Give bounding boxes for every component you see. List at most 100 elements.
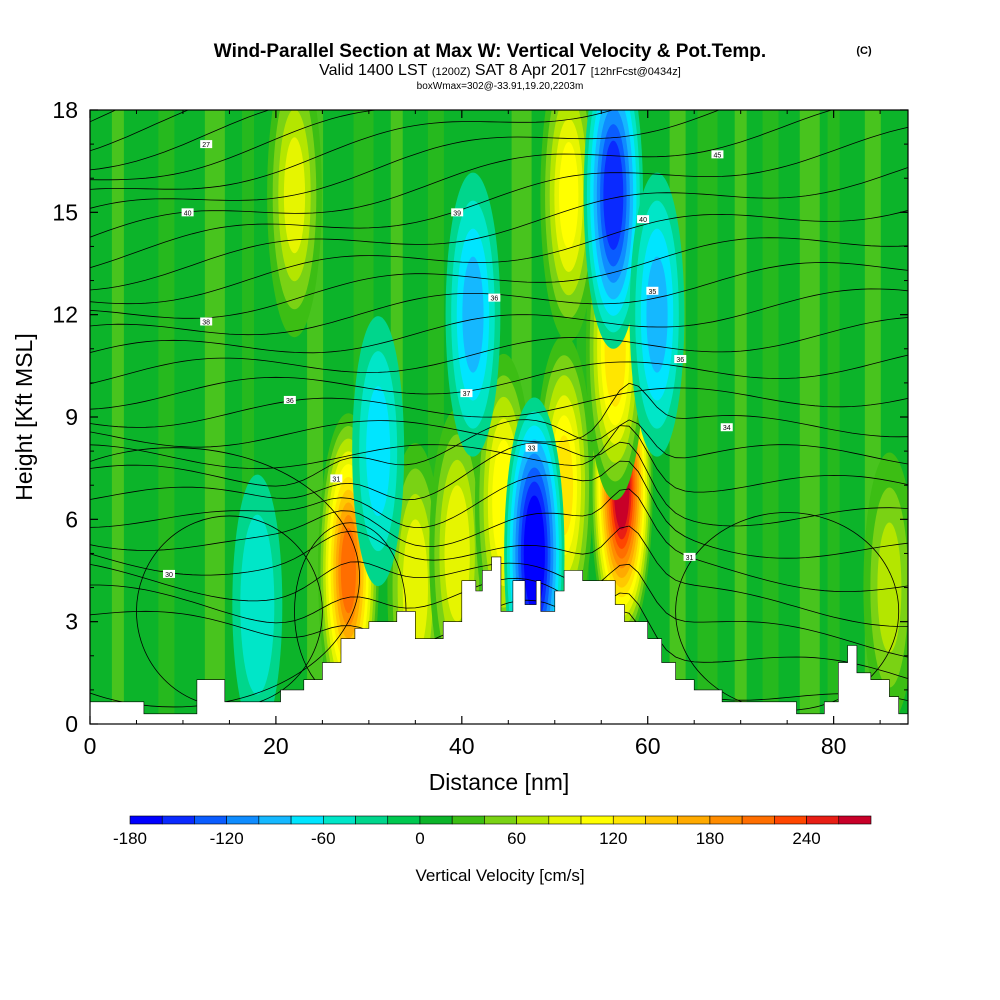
colorbar-swatch [419,815,453,825]
theta-label: 45 [714,152,722,159]
y-tick-label: 12 [52,302,78,328]
theta-label: 30 [165,572,173,579]
theta-label-box [488,293,501,302]
colorbar-tick-label: 60 [507,829,526,848]
theta-label: 36 [286,398,294,405]
vertical-streak [111,110,124,724]
theta-label-box [674,355,687,364]
theta-contour [90,460,908,559]
theta-label: 31 [686,555,694,562]
terrain [90,556,908,724]
x-tick-label: 40 [449,733,475,759]
theta-contour [90,237,908,319]
downdraft-cell [462,256,484,373]
updraft-cell [340,527,356,614]
colorbar-swatch [226,815,260,825]
colorbar-swatch [516,815,550,825]
x-tick-label: 60 [635,733,661,759]
colorbar-swatch [451,815,485,825]
theta-label-box [181,208,194,217]
vertical-streak [158,110,175,724]
y-tick-label: 18 [52,97,78,123]
chart-subtitle: Valid 1400 LST (1200Z) SAT 8 Apr 2017 [1… [319,62,681,79]
theta-contour-labels: 27 40 39 40 45 38 36 35 36 37 36 34 31 33 31 30 [163,140,733,579]
downdraft-cell [366,386,391,517]
colorbar-swatch [161,815,195,825]
theta-contour [90,387,908,428]
colorbar-swatch [806,815,840,825]
theta-contour [90,317,908,385]
colorbar-swatch [323,815,356,825]
colorbar-tick-label: 0 [415,829,424,848]
vertical-streak [734,110,747,724]
colorbar-tick-label: 120 [599,829,627,848]
theta-contour [90,419,908,493]
vertical-streak [827,110,840,724]
downdraft-cell [646,256,668,373]
colorbar-swatch [645,815,678,825]
theta-contour [90,126,908,269]
colorbar-swatch [290,815,324,825]
x-axis-label: Distance [nm] [429,769,570,795]
theta-contour [90,210,908,305]
theta-label: 38 [202,319,210,326]
colorbar-swatch [548,815,582,825]
vertical-streak [762,110,779,724]
theta-label: 31 [332,476,340,483]
x-tick-label: 80 [821,733,847,759]
vertical-streak [697,110,718,724]
theta-label: 34 [723,425,731,432]
colorbar-tick-label: -60 [311,829,336,848]
y-tick-label: 6 [65,506,78,532]
theta-label: 37 [463,391,471,398]
y-tick-label: 3 [65,609,78,635]
theta-label-box [283,395,296,404]
theta-label-box [711,150,724,159]
colorbar-swatch [580,815,614,825]
theta-label-box [460,389,473,398]
theta-contour [90,288,908,354]
colorbar-swatch [838,815,872,825]
theta-label: 33 [528,446,536,453]
theta-label-box [163,569,176,578]
theta-label-box [330,474,343,483]
theta-label: 36 [676,357,684,364]
theta-label-box [451,208,464,217]
theta-contour [90,354,908,410]
downdraft-cell [240,514,275,695]
theta-contour [90,110,721,209]
theta-contour [90,110,833,238]
colorbar-tick-label: 180 [696,829,724,848]
y-tick-label: 0 [65,711,78,737]
colorbar-swatch [484,815,517,825]
colorbar: -180 -120 -60 0 60 120 180 240 [113,815,872,848]
copyright-mark: (C) [856,45,872,57]
theta-contour [90,525,908,627]
theta-contour [90,447,360,708]
theta-label-box [637,215,650,224]
colorbar-tick-label: -180 [113,829,147,848]
theta-label-box [683,552,696,561]
theta-label-box [200,140,213,149]
theta-label: 40 [184,210,192,217]
theta-contour [90,167,908,291]
downdraft-cell [603,140,624,250]
theta-label: 40 [639,217,647,224]
colorbar-swatch [129,815,163,825]
colorbar-swatch [612,815,646,825]
x-tick-label: 0 [84,733,97,759]
colorbar-swatch [741,815,775,825]
theta-label: 39 [453,210,461,217]
x-tick-label: 20 [263,733,289,759]
theta-contour [90,441,908,527]
colorbar-label: Vertical Velocity [cm/s] [415,866,584,885]
theta-label-box [646,286,659,295]
y-axis-label: Height [Kft MSL] [11,333,37,500]
colorbar-swatch [355,815,389,825]
colorbar-swatch [387,815,421,825]
theta-contour [90,110,380,181]
y-tick-label: 9 [65,404,78,430]
plot-area: 27 40 39 40 45 38 36 35 36 37 36 34 31 33 31 30 [90,110,908,724]
